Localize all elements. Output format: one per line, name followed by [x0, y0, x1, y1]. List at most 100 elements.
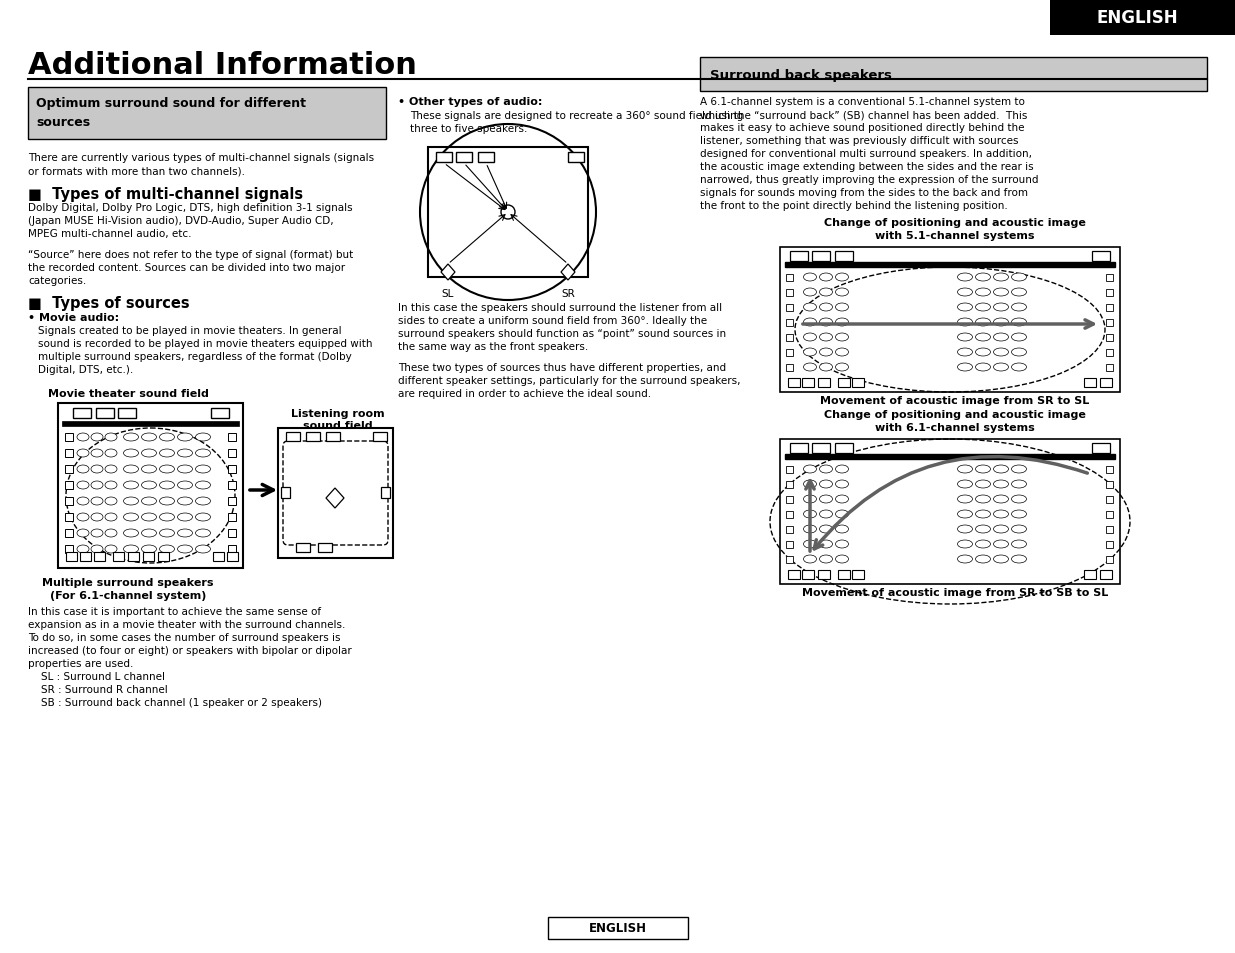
- Ellipse shape: [105, 545, 117, 554]
- Ellipse shape: [1011, 540, 1026, 548]
- Text: Surround back speakers: Surround back speakers: [710, 69, 892, 81]
- Bar: [785, 274, 793, 282]
- Bar: [1107, 497, 1113, 503]
- Bar: [228, 465, 236, 474]
- Ellipse shape: [820, 511, 832, 518]
- Text: expansion as in a movie theater with the surround channels.: expansion as in a movie theater with the…: [28, 619, 346, 629]
- Bar: [119, 409, 136, 418]
- Ellipse shape: [957, 465, 972, 474]
- Ellipse shape: [976, 496, 990, 503]
- Bar: [65, 481, 73, 490]
- Bar: [785, 263, 1115, 268]
- Bar: [790, 443, 808, 454]
- Text: different speaker settings, particularly for the surround speakers,: different speaker settings, particularly…: [398, 375, 741, 386]
- Bar: [1107, 467, 1113, 474]
- Ellipse shape: [820, 496, 832, 503]
- Ellipse shape: [804, 525, 816, 534]
- Ellipse shape: [195, 545, 210, 554]
- Ellipse shape: [976, 289, 990, 296]
- Ellipse shape: [836, 349, 848, 356]
- Bar: [1107, 557, 1113, 563]
- Text: These signals are designed to recreate a 360° sound field using: These signals are designed to recreate a…: [410, 111, 743, 121]
- Ellipse shape: [105, 514, 117, 521]
- Ellipse shape: [1011, 289, 1026, 296]
- Ellipse shape: [195, 465, 210, 474]
- Ellipse shape: [993, 496, 1009, 503]
- Ellipse shape: [105, 530, 117, 537]
- Ellipse shape: [804, 364, 816, 372]
- Ellipse shape: [178, 530, 193, 537]
- Polygon shape: [441, 265, 454, 281]
- Bar: [785, 455, 1115, 459]
- Text: To do so, in some cases the number of surround speakers is: To do so, in some cases the number of su…: [28, 633, 341, 642]
- Bar: [1107, 526, 1113, 534]
- Ellipse shape: [976, 274, 990, 282]
- Ellipse shape: [836, 364, 848, 372]
- Text: listener, something that was previously difficult with sources: listener, something that was previously …: [700, 136, 1019, 146]
- Ellipse shape: [957, 289, 972, 296]
- Text: • Other types of audio:: • Other types of audio:: [398, 97, 542, 107]
- Text: SB : Surround back channel (1 speaker or 2 speakers): SB : Surround back channel (1 speaker or…: [28, 698, 322, 707]
- Ellipse shape: [178, 450, 193, 457]
- Text: the same way as the front speakers.: the same way as the front speakers.: [398, 341, 588, 352]
- Text: ■  Types of sources: ■ Types of sources: [28, 296, 190, 312]
- Ellipse shape: [142, 514, 157, 521]
- Bar: [852, 571, 864, 579]
- Bar: [835, 443, 853, 454]
- Bar: [1107, 541, 1113, 548]
- Bar: [802, 378, 814, 388]
- Ellipse shape: [91, 497, 103, 505]
- Bar: [80, 553, 91, 561]
- Bar: [785, 512, 793, 518]
- Bar: [548, 917, 688, 939]
- Ellipse shape: [159, 434, 174, 441]
- Ellipse shape: [124, 465, 138, 474]
- Ellipse shape: [820, 304, 832, 312]
- Ellipse shape: [178, 465, 193, 474]
- Bar: [228, 545, 236, 554]
- Ellipse shape: [159, 481, 174, 490]
- Ellipse shape: [836, 525, 848, 534]
- Text: sides to create a uniform sound field from 360°. Ideally the: sides to create a uniform sound field fr…: [398, 315, 708, 326]
- Ellipse shape: [159, 530, 174, 537]
- Text: ENGLISH: ENGLISH: [1097, 9, 1178, 27]
- Text: are required in order to achieve the ideal sound.: are required in order to achieve the ide…: [398, 389, 651, 398]
- Ellipse shape: [976, 318, 990, 327]
- Text: SR: SR: [561, 289, 574, 298]
- Ellipse shape: [178, 497, 193, 505]
- Bar: [429, 148, 588, 277]
- Bar: [227, 553, 238, 561]
- Ellipse shape: [804, 540, 816, 548]
- Ellipse shape: [124, 450, 138, 457]
- Bar: [278, 429, 393, 558]
- Ellipse shape: [820, 540, 832, 548]
- Text: properties are used.: properties are used.: [28, 659, 133, 668]
- Ellipse shape: [957, 364, 972, 372]
- Bar: [785, 481, 793, 489]
- Ellipse shape: [976, 364, 990, 372]
- Ellipse shape: [976, 480, 990, 489]
- Bar: [785, 497, 793, 503]
- Ellipse shape: [820, 334, 832, 341]
- Ellipse shape: [77, 530, 89, 537]
- Bar: [228, 530, 236, 537]
- Text: three to five speakers.: three to five speakers.: [410, 124, 527, 133]
- Bar: [28, 88, 387, 140]
- Bar: [1084, 571, 1095, 579]
- Text: Digital, DTS, etc.).: Digital, DTS, etc.).: [38, 365, 133, 375]
- Ellipse shape: [195, 530, 210, 537]
- Bar: [96, 409, 114, 418]
- Ellipse shape: [957, 304, 972, 312]
- Ellipse shape: [77, 465, 89, 474]
- Bar: [785, 541, 793, 548]
- Bar: [1100, 571, 1112, 579]
- Bar: [306, 433, 320, 441]
- Ellipse shape: [993, 334, 1009, 341]
- Bar: [818, 571, 830, 579]
- Ellipse shape: [142, 481, 157, 490]
- Ellipse shape: [1011, 334, 1026, 341]
- Bar: [436, 152, 452, 163]
- Bar: [317, 543, 332, 553]
- Bar: [65, 530, 73, 537]
- Ellipse shape: [976, 349, 990, 356]
